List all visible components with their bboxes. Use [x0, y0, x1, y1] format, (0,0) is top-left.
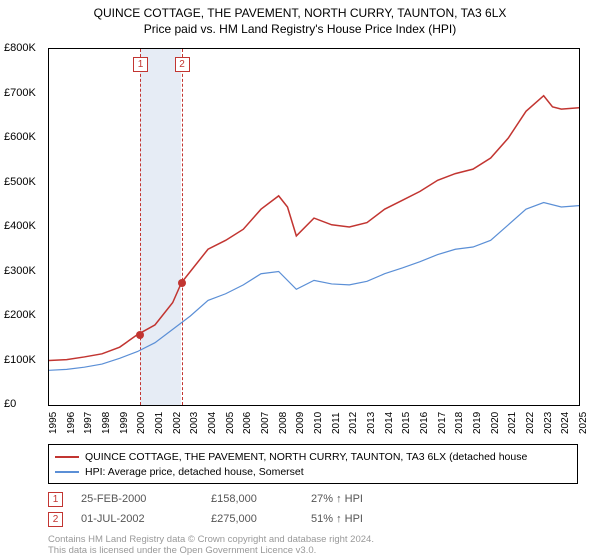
- sale-marker-box: 2: [175, 57, 190, 72]
- y-tick-label: £300K: [4, 265, 36, 277]
- y-tick-label: £200K: [4, 309, 36, 321]
- x-tick-label: 2008: [278, 412, 289, 434]
- plot-area: 12: [48, 48, 580, 406]
- x-tick-label: 2016: [419, 412, 430, 434]
- sale-entry: 1 25-FEB-2000 £158,000 27% ↑ HPI: [48, 490, 578, 508]
- footer-line: This data is licensed under the Open Gov…: [48, 545, 374, 556]
- series-line: [49, 203, 579, 371]
- x-tick-label: 2012: [348, 412, 359, 434]
- x-tick-label: 2025: [578, 412, 589, 434]
- x-tick-label: 2022: [525, 412, 536, 434]
- sale-entry: 2 01-JUL-2002 £275,000 51% ↑ HPI: [48, 510, 578, 528]
- sale-hpi-pct: 27% ↑ HPI: [311, 493, 441, 505]
- sale-marker-icon: 2: [48, 512, 63, 527]
- x-tick-label: 2002: [172, 412, 183, 434]
- series-line: [49, 96, 579, 361]
- title-line-1: QUINCE COTTAGE, THE PAVEMENT, NORTH CURR…: [0, 0, 600, 20]
- sale-price: £158,000: [211, 493, 311, 505]
- sale-point-marker: [136, 331, 144, 339]
- title-line-2: Price paid vs. HM Land Registry's House …: [0, 20, 600, 36]
- x-tick-label: 2004: [207, 412, 218, 434]
- x-tick-label: 2024: [560, 412, 571, 434]
- x-tick-label: 2019: [472, 412, 483, 434]
- y-tick-label: £700K: [4, 87, 36, 99]
- y-tick-label: £600K: [4, 131, 36, 143]
- legend-box: QUINCE COTTAGE, THE PAVEMENT, NORTH CURR…: [48, 444, 578, 484]
- x-tick-label: 2020: [490, 412, 501, 434]
- line-chart-svg: [49, 49, 579, 405]
- sale-hpi-pct: 51% ↑ HPI: [311, 513, 441, 525]
- x-tick-label: 1998: [101, 412, 112, 434]
- x-tick-label: 2005: [225, 412, 236, 434]
- x-tick-label: 1996: [66, 412, 77, 434]
- x-tick-label: 2001: [154, 412, 165, 434]
- y-tick-label: £100K: [4, 354, 36, 366]
- x-tick-label: 2023: [543, 412, 554, 434]
- x-tick-label: 2021: [507, 412, 518, 434]
- x-tick-label: 2000: [136, 412, 147, 434]
- x-tick-label: 1999: [119, 412, 130, 434]
- y-tick-label: £0: [4, 398, 16, 410]
- sale-date: 01-JUL-2002: [81, 513, 211, 525]
- y-tick-label: £400K: [4, 220, 36, 232]
- y-tick-label: £500K: [4, 176, 36, 188]
- sale-marker-box: 1: [133, 57, 148, 72]
- x-tick-label: 2015: [401, 412, 412, 434]
- x-tick-label: 1995: [48, 412, 59, 434]
- x-tick-label: 2009: [295, 412, 306, 434]
- x-tick-label: 2018: [454, 412, 465, 434]
- legend-swatch: [55, 456, 79, 458]
- footer-line: Contains HM Land Registry data © Crown c…: [48, 534, 374, 545]
- x-tick-label: 2006: [242, 412, 253, 434]
- sale-price: £275,000: [211, 513, 311, 525]
- legend-row: HPI: Average price, detached house, Some…: [55, 464, 571, 479]
- y-tick-label: £800K: [4, 42, 36, 54]
- x-tick-label: 1997: [83, 412, 94, 434]
- legend-swatch: [55, 471, 79, 473]
- sale-date: 25-FEB-2000: [81, 493, 211, 505]
- x-tick-label: 2014: [384, 412, 395, 434]
- x-tick-label: 2017: [437, 412, 448, 434]
- x-tick-label: 2003: [189, 412, 200, 434]
- footer-attribution: Contains HM Land Registry data © Crown c…: [48, 534, 374, 557]
- x-tick-label: 2010: [313, 412, 324, 434]
- chart-container: QUINCE COTTAGE, THE PAVEMENT, NORTH CURR…: [0, 0, 600, 560]
- x-tick-label: 2011: [331, 412, 342, 434]
- sale-point-marker: [178, 279, 186, 287]
- legend-row: QUINCE COTTAGE, THE PAVEMENT, NORTH CURR…: [55, 449, 571, 464]
- legend-label: QUINCE COTTAGE, THE PAVEMENT, NORTH CURR…: [85, 451, 527, 463]
- x-tick-label: 2013: [366, 412, 377, 434]
- sale-marker-icon: 1: [48, 492, 63, 507]
- legend-label: HPI: Average price, detached house, Some…: [85, 466, 304, 478]
- x-tick-label: 2007: [260, 412, 271, 434]
